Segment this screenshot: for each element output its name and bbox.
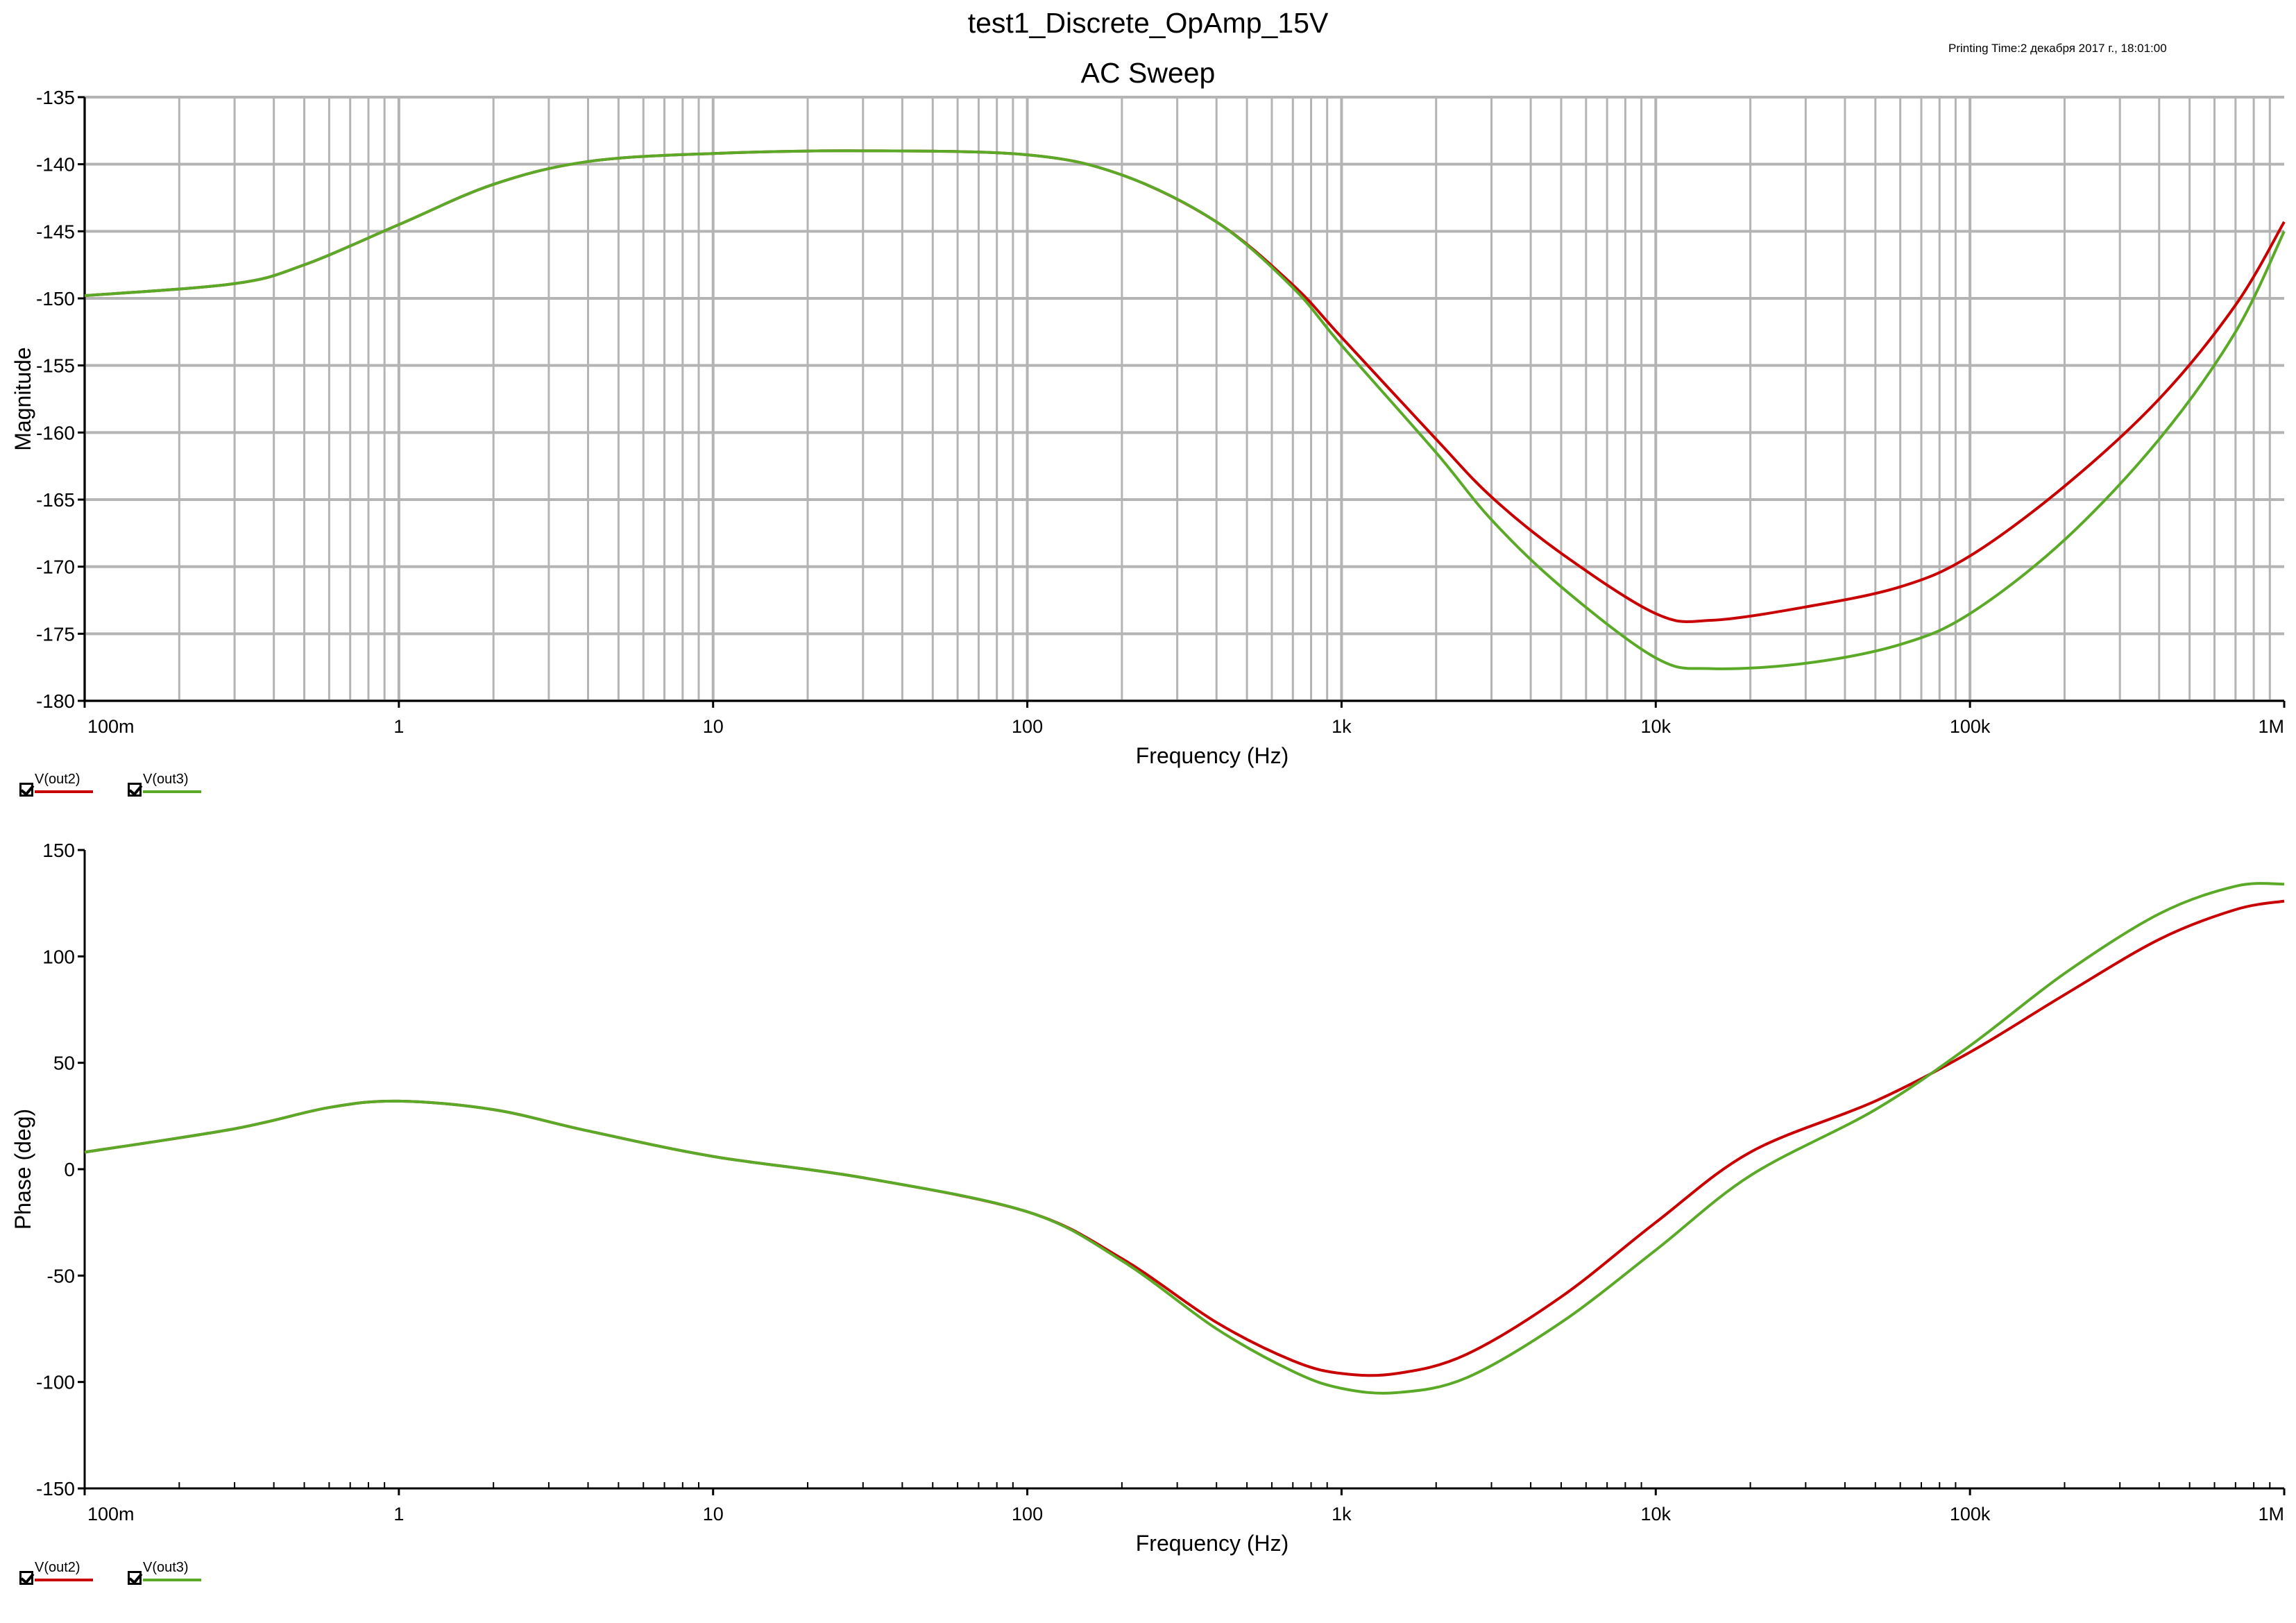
y-tick-label: -150 — [36, 288, 75, 309]
y-tick-label: -170 — [36, 556, 75, 578]
x-tick-label: 1 — [393, 1504, 404, 1524]
x-tick-label: 100k — [1950, 1504, 1991, 1524]
legend-item-out2[interactable]: V(out2) — [19, 772, 93, 797]
x-tick-label: 10 — [703, 1504, 724, 1524]
x-tick-label: 100 — [1012, 716, 1043, 737]
x-tick-label: 10 — [703, 716, 724, 737]
x-axis-title: Frequency (Hz) — [1136, 743, 1289, 768]
checkbox-icon[interactable] — [128, 1571, 142, 1585]
legend-item-out3[interactable]: V(out3) — [128, 772, 201, 797]
y-tick-label: -180 — [36, 690, 75, 712]
y-axis-title: Magnitude — [10, 347, 35, 450]
x-tick-label: 100m — [87, 1504, 135, 1524]
legend-line-swatch — [35, 1579, 93, 1581]
legend-label: V(out3) — [143, 772, 189, 787]
x-axis-title: Frequency (Hz) — [1136, 1531, 1289, 1556]
y-tick-label: 100 — [42, 946, 75, 967]
checkbox-icon[interactable] — [128, 783, 142, 797]
legend-line-swatch — [143, 1579, 201, 1581]
x-tick-label: 100m — [87, 716, 135, 737]
y-tick-label: -160 — [36, 422, 75, 443]
y-tick-label: -150 — [36, 1478, 75, 1499]
phase-legend: V(out2) V(out3) — [19, 1560, 201, 1585]
legend-item-out3[interactable]: V(out3) — [128, 1560, 201, 1585]
y-tick-label: -140 — [36, 154, 75, 176]
y-tick-label: -145 — [36, 221, 75, 242]
legend-label: V(out2) — [35, 1560, 80, 1575]
x-tick-label: 100k — [1950, 716, 1991, 737]
y-tick-label: -50 — [47, 1265, 75, 1286]
legend-line-swatch — [35, 790, 93, 793]
y-tick-label: -165 — [36, 489, 75, 511]
magnitude-legend: V(out2) V(out3) — [19, 772, 201, 797]
y-tick-label: -175 — [36, 623, 75, 645]
y-tick-label: 0 — [64, 1159, 75, 1180]
magnitude-plot: 100m 1 10 100 1k 10k 100k 1M -135 -140 -145 -150 -15… — [10, 87, 2286, 768]
checkbox-icon[interactable] — [19, 1571, 33, 1585]
phase-plot: 100m 1 10 100 1k 10k 100k 1M 150 100 50 0 -50 -100 -15… — [10, 840, 2286, 1556]
x-tick-label: 100 — [1012, 1504, 1043, 1524]
y-tick-label: -100 — [36, 1372, 75, 1393]
y-tick-label: 150 — [42, 840, 75, 861]
y-axis-title: Phase (deg) — [10, 1109, 35, 1230]
legend-line-swatch — [143, 790, 201, 793]
legend-label: V(out2) — [35, 772, 80, 787]
y-tick-label: -155 — [36, 355, 75, 377]
x-tick-label: 1k — [1332, 1504, 1352, 1524]
x-tick-label: 1k — [1332, 716, 1352, 737]
legend-label: V(out3) — [143, 1560, 189, 1575]
chart-subtitle: AC Sweep — [1080, 57, 1216, 89]
x-tick-label: 10k — [1641, 1504, 1672, 1524]
x-tick-label: 10k — [1641, 716, 1672, 737]
x-tick-label: 1M — [2258, 1504, 2284, 1524]
series-line-vout3 — [84, 149, 2286, 670]
series-line-vout3 — [84, 882, 2285, 1395]
series-line-vout2 — [84, 149, 2286, 623]
y-tick-label: 50 — [53, 1053, 75, 1074]
x-tick-label: 1M — [2258, 716, 2284, 737]
chart-title: test1_Discrete_OpAmp_15V — [967, 7, 1329, 39]
legend-item-out2[interactable]: V(out2) — [19, 1560, 93, 1585]
checkbox-icon[interactable] — [19, 783, 33, 797]
x-tick-label: 1 — [393, 716, 404, 737]
printing-time: Printing Time:2 декабря 2017 г., 18:01:0… — [1948, 42, 2167, 55]
y-tick-label: -135 — [36, 87, 75, 108]
